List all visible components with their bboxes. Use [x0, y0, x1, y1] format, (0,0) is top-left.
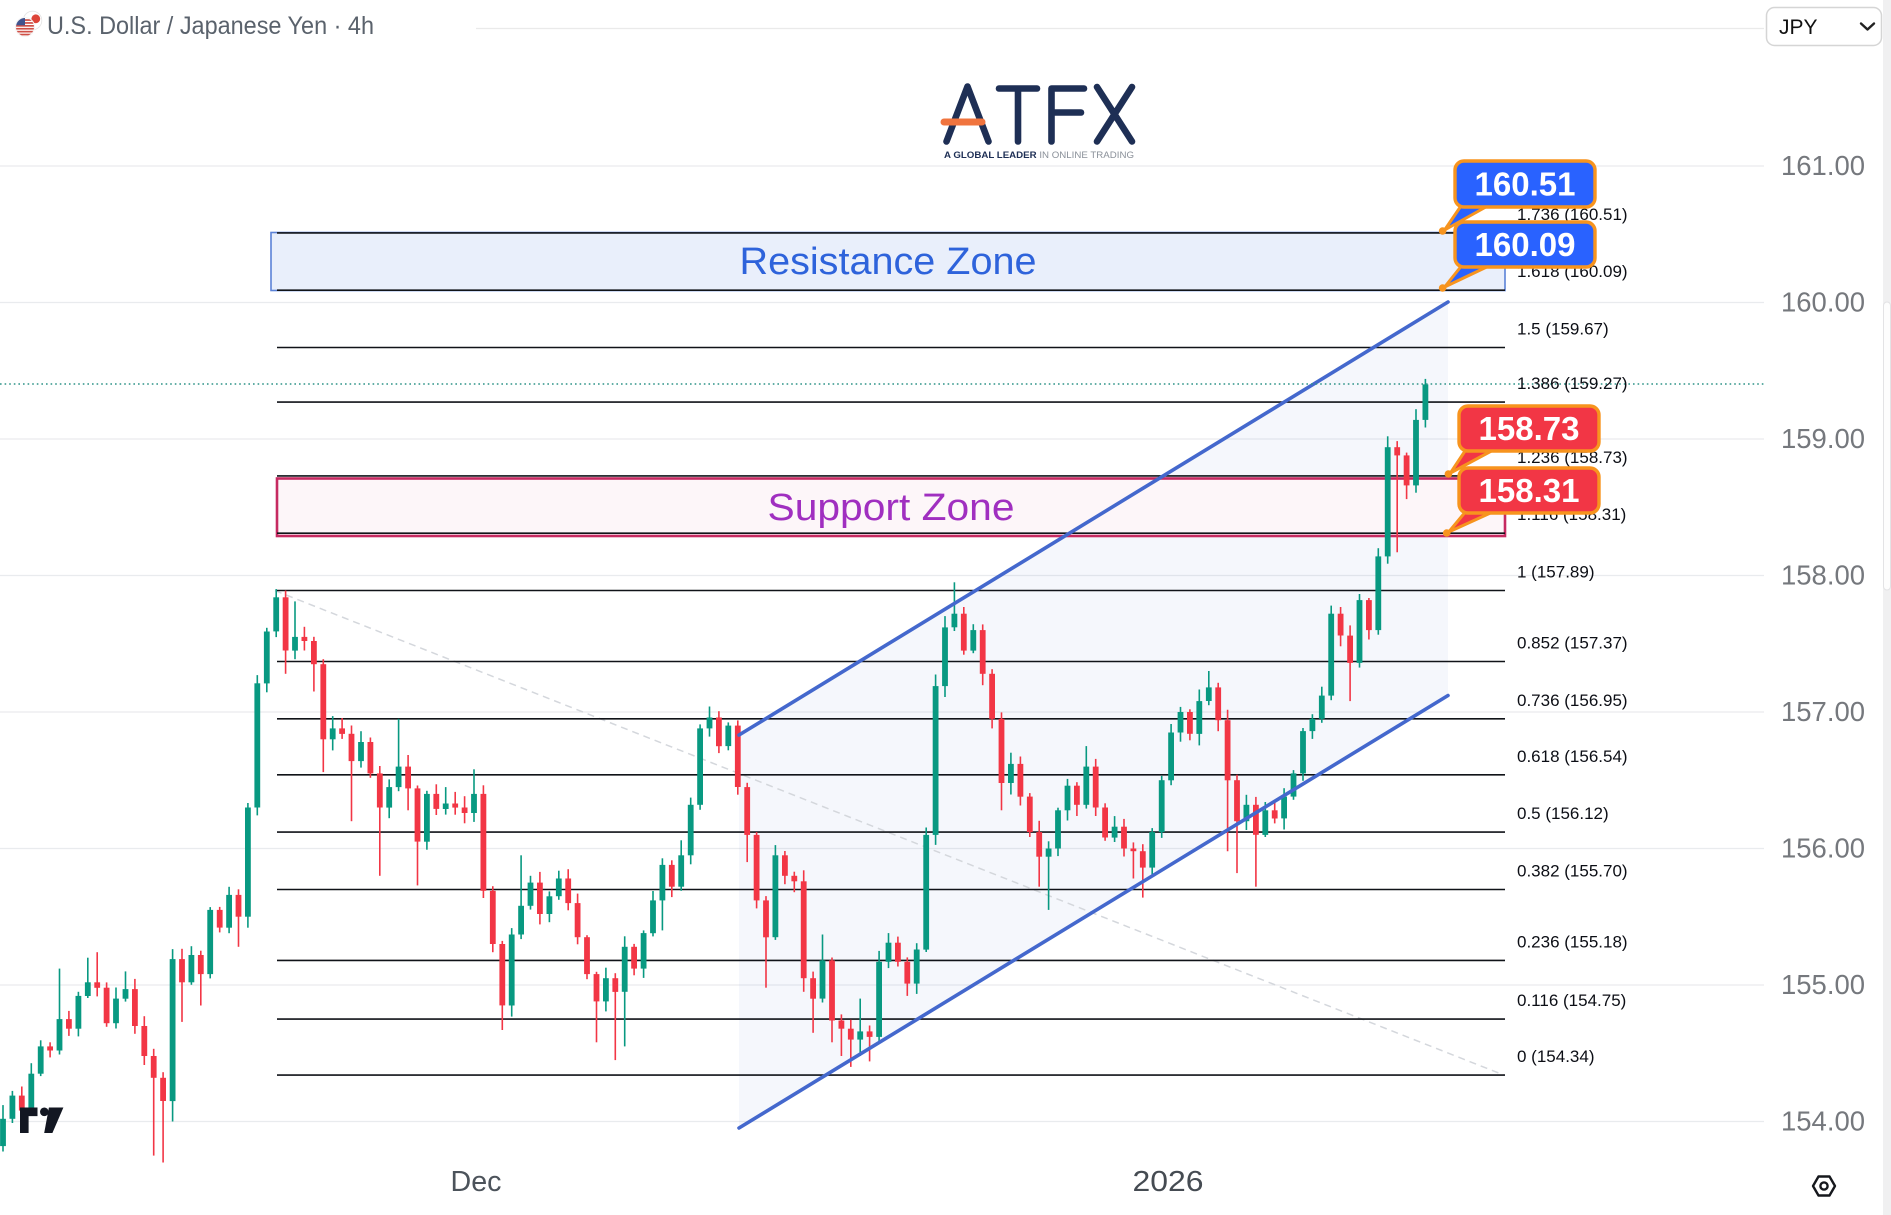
svg-text:0.852 (157.37): 0.852 (157.37)	[1517, 634, 1628, 653]
svg-text:0.618 (156.54): 0.618 (156.54)	[1517, 747, 1628, 766]
svg-text:154.00: 154.00	[1781, 1106, 1865, 1137]
svg-text:157.00: 157.00	[1781, 696, 1865, 727]
svg-text:U.S. Dollar / Japanese Yen · 4: U.S. Dollar / Japanese Yen · 4h	[47, 12, 374, 40]
svg-text:155.00: 155.00	[1781, 969, 1865, 1000]
svg-text:JPY: JPY	[1779, 16, 1818, 39]
svg-text:0.116 (154.75): 0.116 (154.75)	[1517, 991, 1626, 1010]
svg-text:158.31: 158.31	[1479, 472, 1580, 509]
svg-text:1.5 (159.67): 1.5 (159.67)	[1517, 320, 1609, 339]
svg-text:160.09: 160.09	[1475, 226, 1576, 263]
svg-text:158.73: 158.73	[1479, 410, 1580, 447]
svg-text:0.736 (156.95): 0.736 (156.95)	[1517, 691, 1628, 710]
svg-text:159.00: 159.00	[1781, 423, 1865, 454]
svg-text:160.00: 160.00	[1781, 287, 1865, 318]
svg-text:0.5 (156.12): 0.5 (156.12)	[1517, 804, 1609, 823]
svg-text:1.386 (159.27): 1.386 (159.27)	[1517, 374, 1628, 393]
svg-text:161.00: 161.00	[1781, 150, 1865, 181]
svg-text:Support Zone: Support Zone	[768, 487, 1015, 529]
svg-text:0.236 (155.18): 0.236 (155.18)	[1517, 932, 1628, 951]
svg-text:0.382 (155.70): 0.382 (155.70)	[1517, 862, 1628, 881]
svg-text:2026: 2026	[1133, 1166, 1204, 1198]
svg-text:A GLOBAL LEADER IN ONLINE TRAD: A GLOBAL LEADER IN ONLINE TRADING	[944, 150, 1134, 161]
svg-text:0 (154.34): 0 (154.34)	[1517, 1047, 1595, 1066]
svg-text:160.51: 160.51	[1475, 166, 1576, 203]
svg-text:156.00: 156.00	[1781, 833, 1865, 864]
svg-text:Dec: Dec	[451, 1166, 502, 1198]
svg-text:1.736 (160.51): 1.736 (160.51)	[1517, 205, 1628, 224]
svg-text:158.00: 158.00	[1781, 560, 1865, 591]
svg-text:Resistance Zone: Resistance Zone	[740, 241, 1037, 283]
svg-text:1 (157.89): 1 (157.89)	[1517, 563, 1595, 582]
